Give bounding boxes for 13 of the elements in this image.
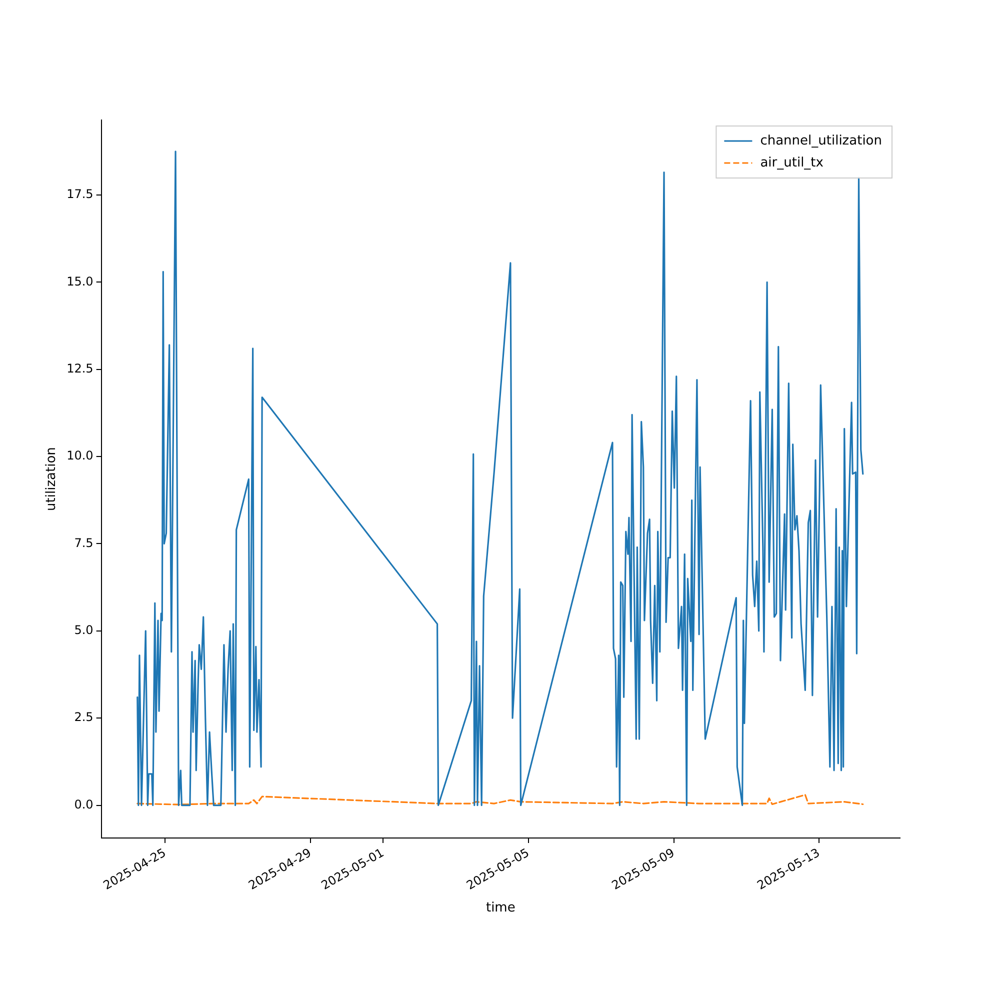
- y-axis-title: utilization: [44, 447, 60, 511]
- y-tick-label: 2.5: [74, 710, 94, 724]
- y-tick-label: 10.0: [66, 448, 94, 463]
- y-tick-label: 7.5: [74, 536, 94, 550]
- y-tick-label: 17.5: [66, 187, 94, 202]
- y-tick-label: 5.0: [74, 623, 94, 638]
- legend-label: air_util_tx: [760, 155, 824, 170]
- y-tick-label: 0.0: [74, 797, 94, 812]
- x-axis-title: time: [486, 900, 516, 916]
- y-tick-label: 15.0: [66, 274, 94, 288]
- legend-label: channel_utilization: [760, 133, 882, 148]
- line-series: [136, 794, 864, 806]
- y-tick-label: 12.5: [66, 361, 94, 376]
